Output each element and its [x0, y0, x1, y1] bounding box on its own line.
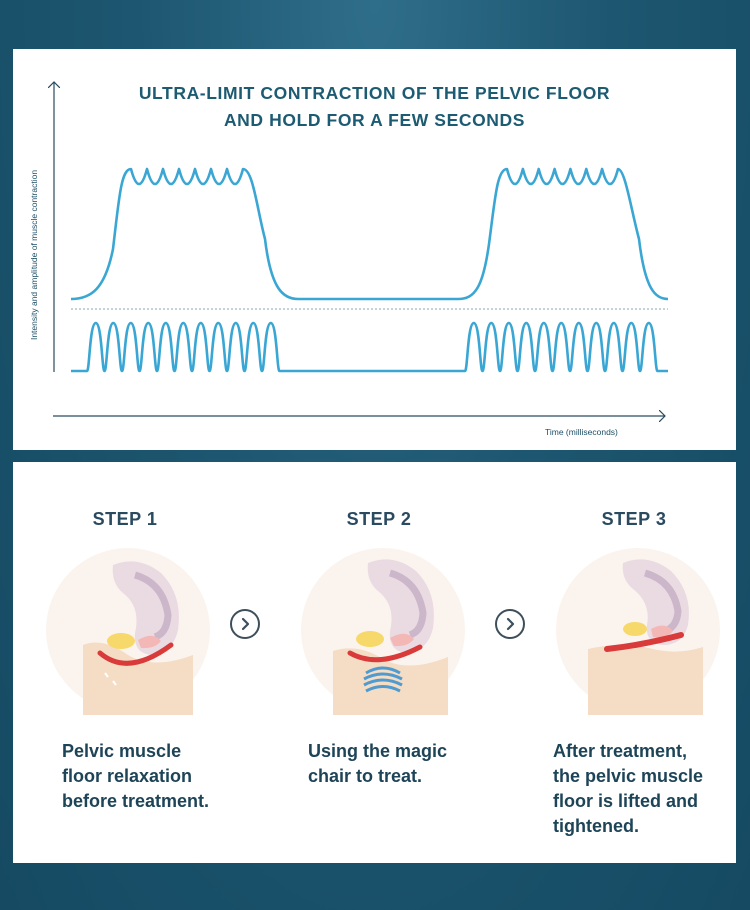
- pelvic-floor-lifted-illustration: [556, 548, 720, 715]
- chevron-right-icon: [506, 617, 515, 631]
- pelvic-floor-relaxed-illustration: [46, 548, 210, 715]
- y-axis-label: Intensity and amplitude of muscle contra…: [29, 169, 39, 341]
- next-step-arrow-1: [230, 609, 260, 639]
- step-2-desc-line: chair to treat.: [308, 766, 423, 786]
- step-1-title: STEP 1: [92, 509, 158, 529]
- waveform-diagram: [13, 49, 669, 450]
- next-step-arrow-2: [495, 609, 525, 639]
- chart-title-line-1: ULTRA-LIMIT CONTRACTION OF THE PELVIC FL…: [138, 83, 611, 103]
- step-1-description: Pelvic muscle floor relaxation before tr…: [62, 739, 209, 814]
- step-2-desc-line: Using the magic: [308, 741, 448, 761]
- chart-title-line-2: AND HOLD FOR A FEW SECONDS: [223, 110, 526, 130]
- step-2-description: Using the magic chair to treat.: [308, 739, 447, 789]
- step-3-description: After treatment, the pelvic muscle floor…: [553, 739, 703, 839]
- step-1-desc-line: Pelvic muscle: [62, 741, 182, 761]
- step-1-desc-line: floor relaxation: [62, 766, 193, 786]
- chevron-right-icon: [241, 617, 250, 631]
- contraction-diagram-panel: ULTRA-LIMIT CONTRACTION OF THE PELVIC FL…: [13, 49, 736, 450]
- step-1-desc-line: before treatment.: [62, 791, 210, 811]
- treatment-steps-panel: STEP 1 STEP 2 STEP 3: [13, 462, 736, 863]
- pelvic-floor-treatment-illustration: [301, 548, 465, 715]
- step-3-title: STEP 3: [601, 509, 667, 529]
- step-2-title: STEP 2: [346, 509, 412, 529]
- step-3-desc-line: tightened.: [553, 816, 639, 836]
- stimulation-oscillation-curve: [71, 321, 668, 373]
- x-axis-label: Time (milliseconds): [545, 427, 618, 437]
- step-3-desc-line: floor is lifted and: [553, 791, 699, 811]
- contraction-envelope-curve: [70, 167, 669, 301]
- step-3-desc-line: After treatment,: [553, 741, 688, 761]
- step-3-desc-line: the pelvic muscle: [553, 766, 704, 786]
